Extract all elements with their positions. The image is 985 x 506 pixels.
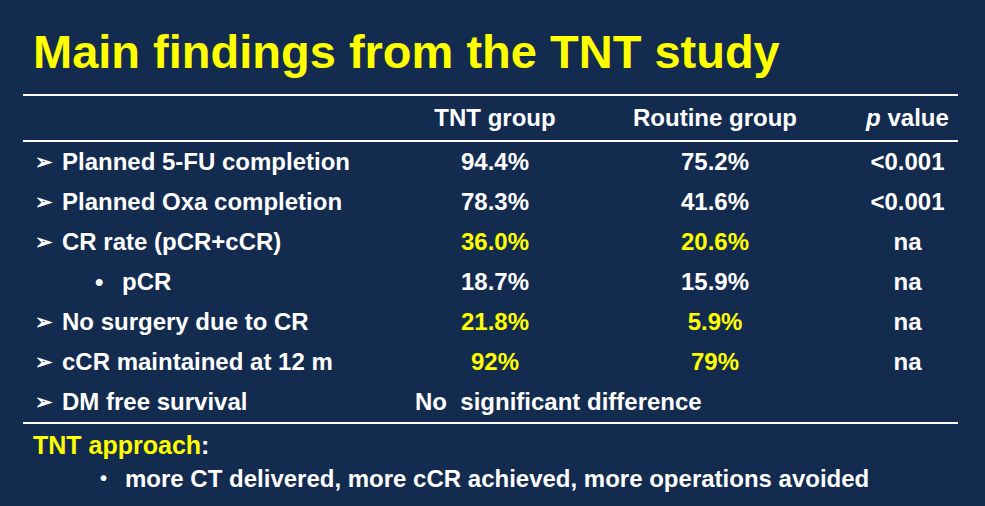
footer-heading-colon: : — [201, 431, 209, 459]
cell-p-value: na — [855, 228, 960, 256]
row-label: pCR — [122, 268, 171, 296]
table-row: ➢ DM free survival No significant differ… — [0, 382, 985, 422]
cell-tnt-value: 94.4% — [415, 148, 575, 176]
row-label: No surgery due to CR — [62, 308, 309, 336]
row-label: CR rate (pCR+cCR) — [62, 228, 281, 256]
arrow-bullet-icon: ➢ — [35, 190, 62, 214]
p-italic: p — [866, 104, 881, 131]
footer-bullet-text: more CT delivered, more cCR achieved, mo… — [125, 465, 869, 492]
cell-tnt-value: 18.7% — [415, 268, 575, 296]
table-row: ➢ Planned Oxa completion 78.3% 41.6% <0.… — [0, 182, 985, 222]
row-label: DM free survival — [62, 388, 247, 416]
row-label-cell: ➢ Planned Oxa completion — [25, 188, 415, 216]
footer-heading-text: TNT approach — [33, 431, 201, 459]
row-label-cell: ➢ DM free survival — [25, 388, 415, 416]
slide-title: Main findings from the TNT study — [33, 14, 985, 94]
dot-bullet-icon: • — [100, 465, 107, 492]
arrow-bullet-icon: ➢ — [35, 350, 62, 374]
footer-bullet-line: • more CT delivered, more cCR achieved, … — [100, 465, 985, 492]
table-row: ➢ cCR maintained at 12 m 92% 79% na — [0, 342, 985, 382]
footer-heading: TNT approach: — [33, 431, 985, 459]
arrow-bullet-icon: ➢ — [35, 150, 62, 174]
table-row: ➢ CR rate (pCR+cCR) 36.0% 20.6% na — [0, 222, 985, 262]
cell-p-value: na — [855, 348, 960, 376]
table-body: ➢ Planned 5-FU completion 94.4% 75.2% <0… — [0, 142, 985, 422]
cell-p-value: <0.001 — [855, 188, 960, 216]
cell-routine-value: 75.2% — [575, 148, 855, 176]
row-label-cell: ➢ No surgery due to CR — [25, 308, 415, 336]
cell-tnt-value: 92% — [415, 348, 575, 376]
table-row: ➢ Planned 5-FU completion 94.4% 75.2% <0… — [0, 142, 985, 182]
cell-tnt-value: 78.3% — [415, 188, 575, 216]
cell-tnt-value: 21.8% — [415, 308, 575, 336]
row-label: Planned 5-FU completion — [62, 148, 350, 176]
slide: Main findings from the TNT study TNT gro… — [0, 0, 985, 506]
cell-routine-value: 5.9% — [575, 308, 855, 336]
arrow-bullet-icon: ➢ — [35, 230, 62, 254]
cell-tnt-value: 36.0% — [415, 228, 575, 256]
cell-routine-value: 15.9% — [575, 268, 855, 296]
cell-routine-value: 41.6% — [575, 188, 855, 216]
cell-routine-value: 79% — [575, 348, 855, 376]
table-header-row: TNT group Routine group pvalue — [0, 96, 985, 140]
arrow-bullet-icon: ➢ — [35, 310, 62, 334]
header-tnt-group: TNT group — [415, 104, 575, 132]
cell-routine-value: 20.6% — [575, 228, 855, 256]
cell-p-value: na — [855, 268, 960, 296]
p-rest: value — [888, 104, 949, 131]
footer-divider — [23, 422, 958, 424]
row-label-cell: ➢ Planned 5-FU completion — [25, 148, 415, 176]
table-row: ➢ No surgery due to CR 21.8% 5.9% na — [0, 302, 985, 342]
row-label-cell: ➢ cCR maintained at 12 m — [25, 348, 415, 376]
cell-p-value: na — [855, 308, 960, 336]
row-label-cell: ➢ CR rate (pCR+cCR) — [25, 228, 415, 256]
table-row: • pCR 18.7% 15.9% na — [0, 262, 985, 302]
row-label-cell: • pCR — [25, 268, 415, 296]
arrow-bullet-icon: ➢ — [35, 390, 62, 414]
dot-bullet-icon: • — [95, 268, 122, 296]
row-label: Planned Oxa completion — [62, 188, 342, 216]
header-p-value: pvalue — [855, 104, 960, 132]
row-label: cCR maintained at 12 m — [62, 348, 333, 376]
cell-p-value: <0.001 — [855, 148, 960, 176]
cell-span-value: No significant difference — [415, 388, 960, 416]
header-routine-group: Routine group — [575, 104, 855, 132]
